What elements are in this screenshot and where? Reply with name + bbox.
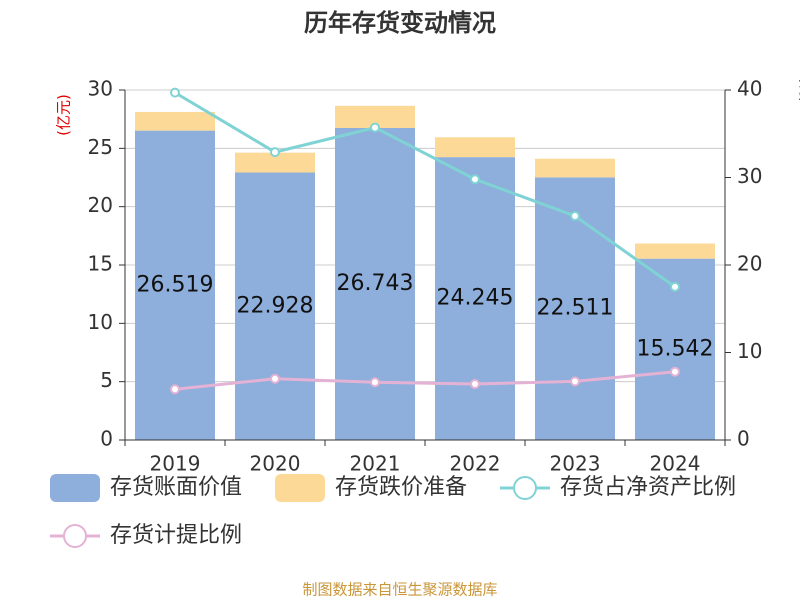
y2-tick-label: 30 [737,164,762,188]
x-tick-label: 2021 [350,452,401,476]
line [174,91,676,289]
y-tick-label: 0 [100,427,113,451]
legend-swatch [275,474,325,502]
y-tick-label: 20 [88,193,113,217]
legend-label: 存货账面价值 [110,475,242,500]
x-tick-label: 2023 [550,452,601,476]
y-axis-label: (亿元) [55,94,73,136]
y2-tick-label: 20 [737,252,762,276]
y2-tick-label: 10 [737,339,762,363]
bar [335,127,415,440]
line-point [570,376,580,387]
line-point [570,211,580,221]
line-point [170,87,180,98]
y2-tick-label: 0 [737,427,750,451]
line-point [270,373,280,384]
line-point [270,147,280,158]
line-point [470,174,480,185]
line-point [470,379,480,389]
bar [435,137,515,158]
bar-value-label: 15.542 [637,336,714,361]
legend-label: 存货计提比例 [110,523,242,548]
legend-label: 存货跌价准备 [335,475,467,500]
x-tick-label: 2020 [250,452,301,476]
y2-tick-label: 40 [737,77,762,101]
bar-value-label: 22.511 [537,296,614,321]
line-point [670,281,680,292]
y2-axis-label: (%) [797,77,800,103]
bar-value-label: 22.928 [237,293,314,318]
bar [535,158,615,178]
bar [135,111,215,131]
legend-swatch [50,474,100,502]
bar [235,152,315,173]
bar [635,243,715,259]
line-point [170,384,180,395]
y-tick-label: 5 [100,368,113,392]
bar [435,157,515,440]
bar-value-label: 24.245 [437,286,514,311]
line-point [370,122,380,133]
legend-label: 存货占净资产比例 [560,475,736,500]
line-point [370,377,380,388]
bar-value-label: 26.743 [337,271,414,296]
legend-swatch [63,524,87,548]
x-tick-label: 2022 [450,452,501,476]
legend-swatch [513,476,537,500]
y-tick-label: 15 [88,252,113,276]
line [174,370,676,391]
bar [235,172,315,441]
y-tick-label: 10 [88,310,113,334]
bar [535,177,615,440]
line-point [670,366,680,377]
x-tick-label: 2019 [150,452,201,476]
chart-title: 历年存货变动情况 [304,9,496,37]
x-tick-label: 2024 [650,452,701,476]
y-tick-label: 30 [88,77,113,101]
y-tick-label: 25 [88,135,113,159]
source-note: 制图数据来自恒生聚源数据库 [302,581,497,599]
bar-value-label: 26.519 [137,272,214,297]
bar [335,105,415,128]
